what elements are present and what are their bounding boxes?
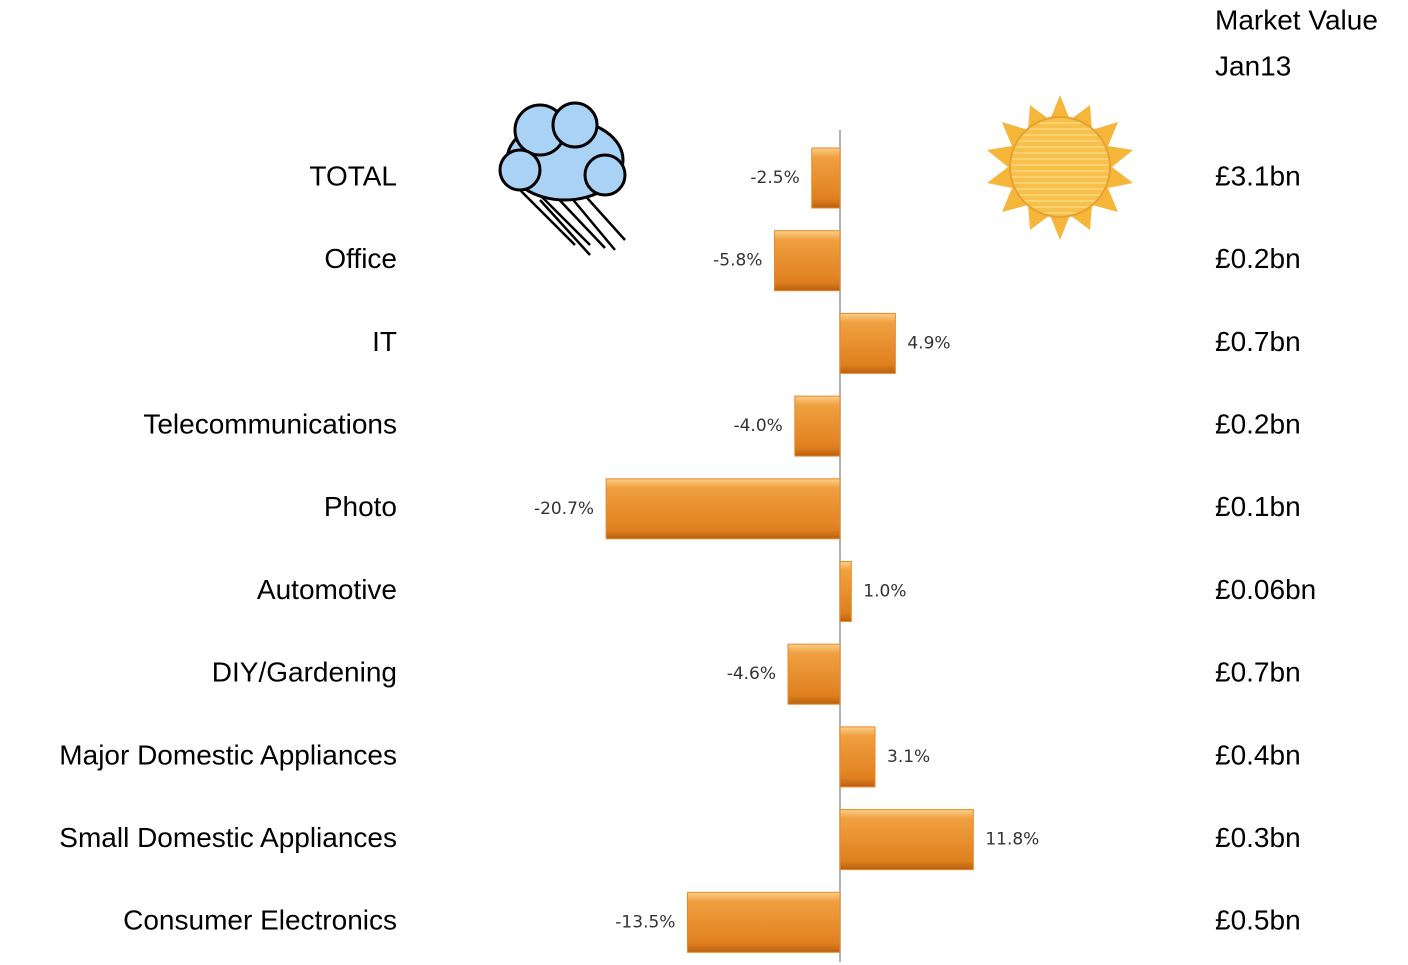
bar: [840, 810, 973, 870]
category-label: DIY/Gardening: [212, 657, 397, 688]
category-label: IT: [372, 326, 397, 357]
market-value: £0.5bn: [1215, 905, 1301, 936]
bar: [687, 892, 840, 952]
market-value: £0.2bn: [1215, 243, 1301, 274]
data-label: -2.5%: [750, 168, 799, 188]
bar: [840, 727, 875, 787]
data-label: -5.8%: [713, 251, 762, 271]
market-value-header: Jan13: [1215, 50, 1291, 81]
category-label: Consumer Electronics: [123, 905, 397, 936]
category-label: Automotive: [257, 574, 397, 605]
bar: [788, 644, 840, 704]
rain-cloud-icon: [500, 103, 625, 255]
chart: Market Value Jan13 TOTAL -2.5% £3.1bn Offic…: [0, 0, 1408, 965]
market-value: £0.1bn: [1215, 491, 1301, 522]
data-label: -4.0%: [733, 416, 782, 436]
category-label: Office: [324, 243, 397, 274]
category-label: Telecommunications: [143, 408, 397, 439]
market-value-header: Market Value: [1215, 4, 1378, 35]
market-value: £3.1bn: [1215, 160, 1301, 191]
category-label: TOTAL: [309, 160, 397, 191]
category-label: Major Domestic Appliances: [59, 739, 397, 770]
data-label: -20.7%: [534, 499, 594, 519]
data-label: 4.9%: [907, 333, 950, 353]
data-label: 1.0%: [863, 582, 906, 602]
market-value: £0.3bn: [1215, 822, 1301, 853]
category-label: Photo: [324, 491, 397, 522]
market-value: £0.7bn: [1215, 326, 1301, 357]
market-value: £0.7bn: [1215, 657, 1301, 688]
bar: [812, 148, 840, 208]
bar: [840, 313, 895, 373]
data-label: -13.5%: [615, 912, 675, 932]
bar: [774, 231, 840, 291]
market-value: £0.2bn: [1215, 408, 1301, 439]
data-label: 3.1%: [887, 747, 930, 767]
bar: [840, 562, 851, 622]
sun-icon: [987, 95, 1133, 240]
market-value: £0.4bn: [1215, 739, 1301, 770]
bar: [795, 396, 840, 456]
data-label: 11.8%: [985, 830, 1039, 850]
data-label: -4.6%: [727, 664, 776, 684]
bar: [606, 479, 840, 539]
market-value: £0.06bn: [1215, 574, 1316, 605]
category-label: Small Domestic Appliances: [59, 822, 397, 853]
